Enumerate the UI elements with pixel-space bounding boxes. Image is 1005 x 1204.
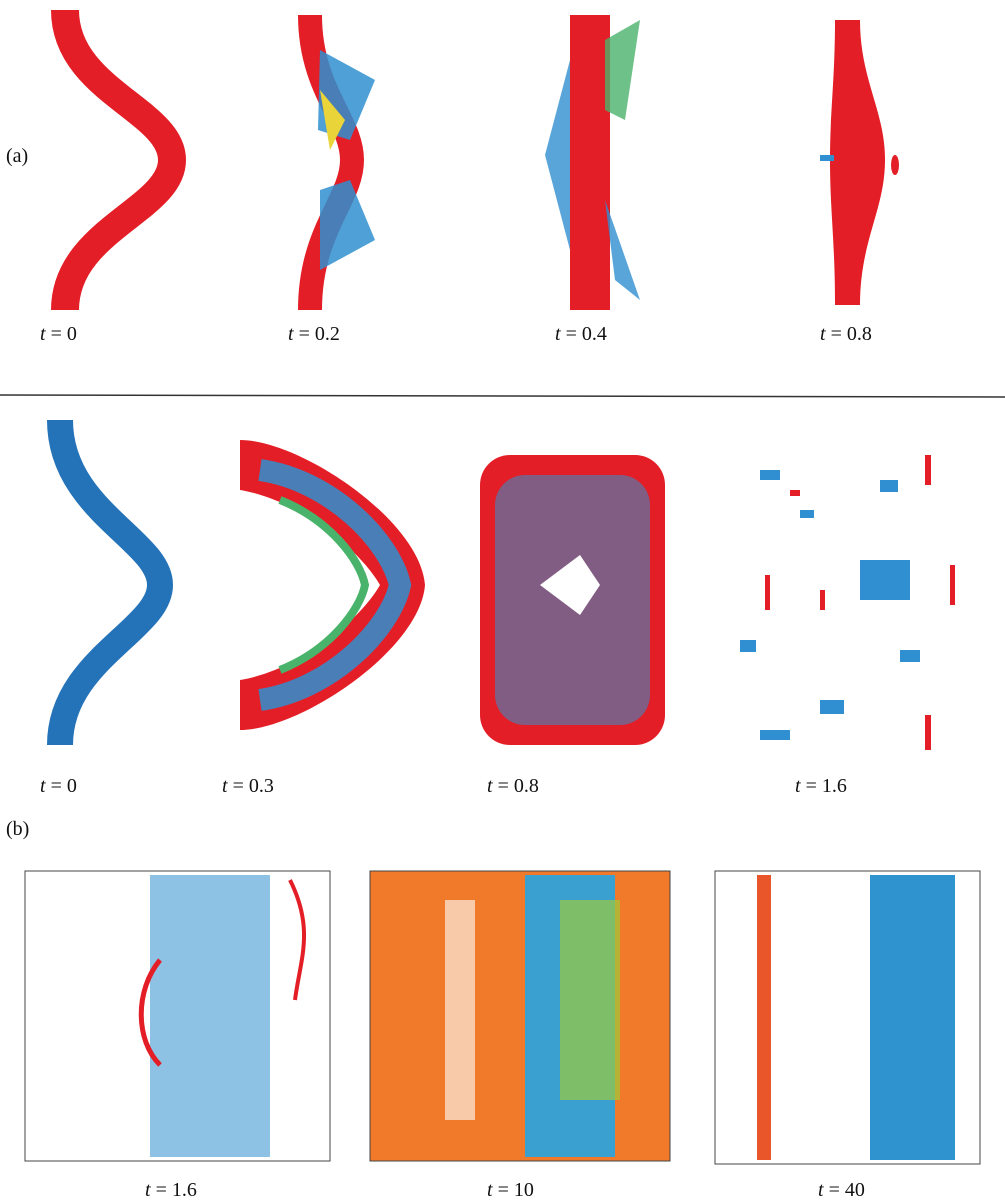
time-label: t= 1.6: [795, 775, 847, 797]
sheet: [570, 15, 610, 310]
vortex: [320, 180, 375, 270]
time-value: = 1.6: [806, 775, 847, 797]
time-value: = 0: [51, 775, 77, 797]
figure: (a)(b)t= 0t= 0.2t= 0.4t= 0.8t= 0t= 0.3t=…: [0, 0, 1005, 1204]
time-value: = 0.2: [299, 323, 340, 345]
time-symbol: t: [555, 323, 561, 345]
time-value: = 10: [498, 1179, 534, 1201]
time-symbol: t: [40, 775, 46, 797]
time-label: t= 0.8: [820, 323, 872, 345]
time-label: t= 0.3: [222, 775, 274, 797]
time-label: t= 0: [40, 323, 77, 345]
time-symbol: t: [222, 775, 228, 797]
time-symbol: t: [820, 323, 826, 345]
time-value: = 40: [829, 1179, 865, 1201]
time-symbol: t: [487, 775, 493, 797]
time-label: t= 0.4: [555, 323, 607, 345]
time-value: = 0.3: [233, 775, 274, 797]
fragments: [765, 455, 955, 750]
time-value: = 0.4: [566, 323, 607, 345]
time-value: = 1.6: [156, 1179, 197, 1201]
fragment: [820, 155, 834, 161]
panel-a-images: [65, 10, 899, 310]
time-label: t= 0.2: [288, 323, 340, 345]
frame: [370, 871, 670, 1161]
sine-sheet: [65, 10, 172, 310]
time-label: t= 1.6: [145, 1179, 197, 1201]
panel-b-row1-images: [60, 420, 955, 750]
time-label: t= 0: [40, 775, 77, 797]
mixing-zone: [150, 875, 270, 1157]
panel-letter: (a): [6, 145, 28, 167]
time-label: t= 10: [487, 1179, 534, 1201]
fragment: [891, 155, 899, 175]
time-symbol: t: [40, 323, 46, 345]
time-symbol: t: [795, 775, 801, 797]
time-label: t= 0.8: [487, 775, 539, 797]
vortex: [605, 200, 640, 300]
time-value: = 0.8: [831, 323, 872, 345]
sheet: [757, 875, 771, 1160]
time-value: = 0: [51, 323, 77, 345]
time-symbol: t: [145, 1179, 151, 1201]
vortex: [545, 60, 570, 250]
time-symbol: t: [818, 1179, 824, 1201]
time-symbol: t: [487, 1179, 493, 1201]
sheet: [830, 20, 885, 305]
gap: [445, 900, 475, 1120]
panel-b-row2-images: [25, 871, 980, 1164]
vortex: [605, 20, 640, 120]
time-symbol: t: [288, 323, 294, 345]
sheet: [870, 875, 955, 1160]
time-value: = 0.8: [498, 775, 539, 797]
panel-letter: (b): [6, 818, 29, 840]
mixing-zone: [560, 900, 620, 1100]
divider: [0, 395, 1005, 397]
time-label: t= 40: [818, 1179, 865, 1201]
sine-sheet: [60, 420, 160, 745]
